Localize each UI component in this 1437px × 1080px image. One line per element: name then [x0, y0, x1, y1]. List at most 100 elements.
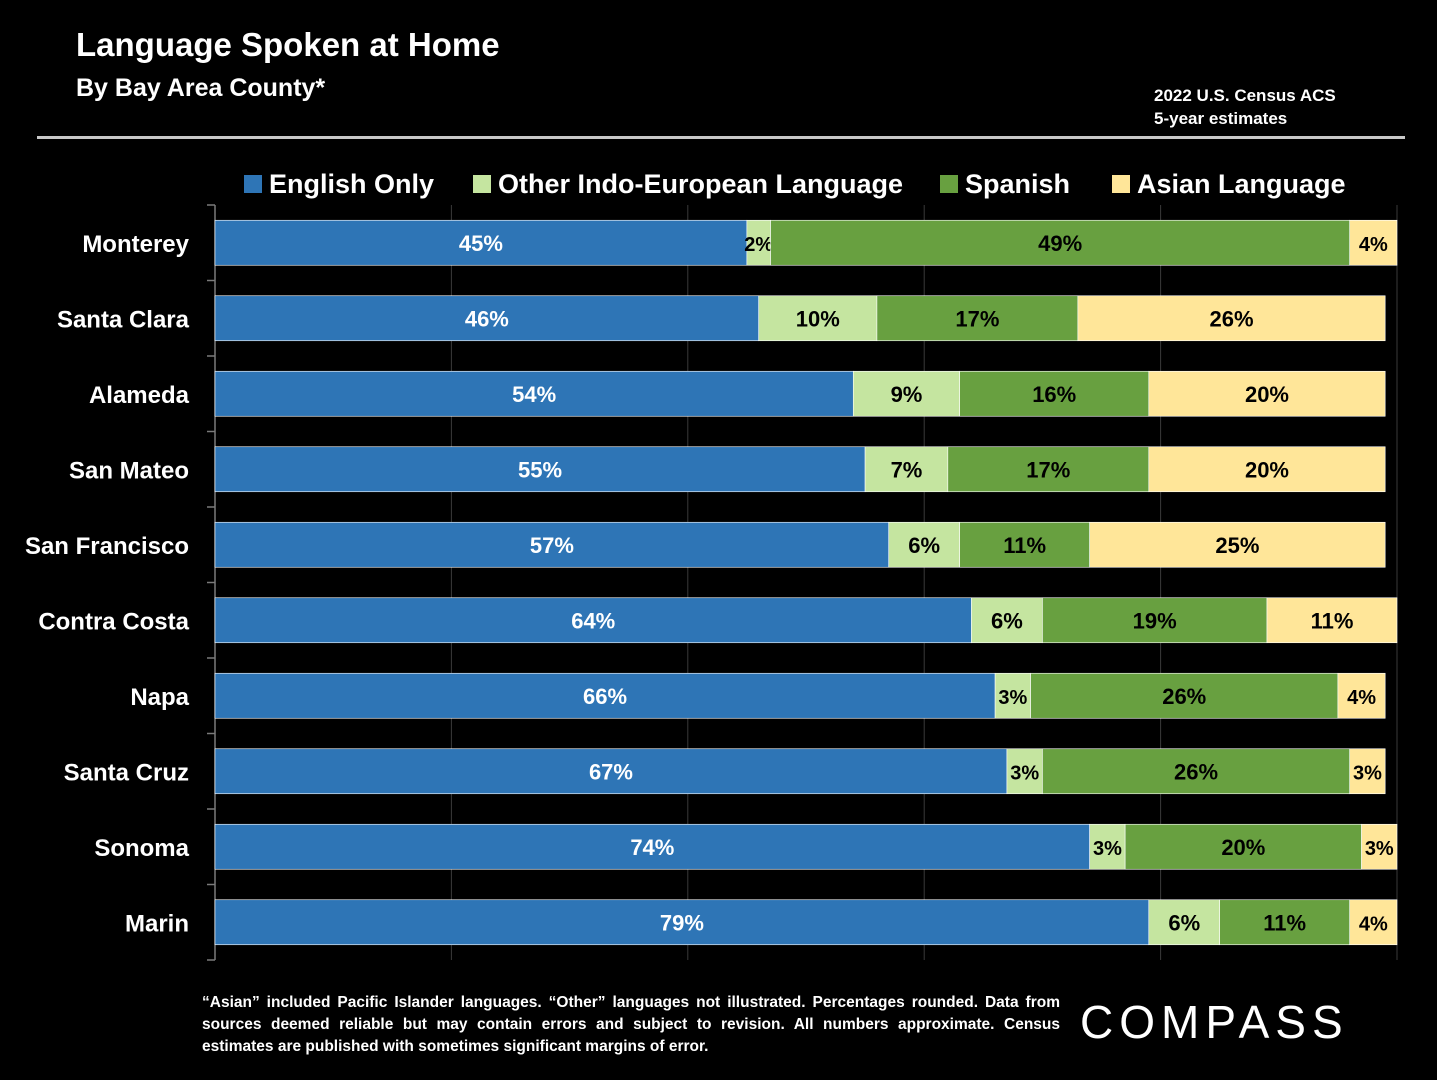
data-label: 10%: [796, 306, 840, 331]
data-label: 9%: [891, 382, 923, 407]
data-label: 3%: [1093, 838, 1122, 860]
bar-segment: [1006, 748, 1043, 795]
bar-segment: [971, 597, 1043, 644]
bar-segment: [770, 219, 1351, 266]
bar-segment: [214, 446, 866, 493]
legend-label: English Only: [269, 169, 434, 199]
bar-segment: [852, 370, 960, 417]
legend-swatch: [1112, 175, 1130, 193]
data-label: 7%: [891, 457, 923, 482]
data-label: 11%: [1003, 533, 1046, 558]
data-label: 3%: [998, 687, 1027, 709]
bar-segment: [1077, 295, 1386, 342]
data-label: 3%: [1010, 762, 1039, 784]
bar-segment: [888, 521, 960, 568]
legend-swatch: [473, 175, 491, 193]
bar-segment: [1148, 446, 1386, 493]
bar-segment: [864, 446, 949, 493]
bar-segment: [947, 446, 1150, 493]
bar-segment: [758, 295, 878, 342]
category-label: San Francisco: [25, 533, 189, 560]
bar-segment: [1124, 823, 1362, 870]
compass-logo: COMPASS: [1080, 996, 1349, 1048]
data-label: 11%: [1263, 910, 1306, 935]
category-label: Alameda: [89, 382, 190, 409]
bar-segment: [214, 219, 748, 266]
bar-segment: [1337, 672, 1386, 719]
bar-segment: [214, 597, 972, 644]
footnote: “Asian” included Pacific Islander langua…: [202, 994, 1060, 1055]
data-label: 54%: [512, 382, 556, 407]
bar-segment: [214, 672, 996, 719]
data-label: 4%: [1359, 234, 1388, 256]
bar-segment: [1266, 597, 1398, 644]
chart-subtitle: By Bay Area County*: [76, 74, 326, 102]
bar-segment: [959, 521, 1090, 568]
legend-swatch: [940, 175, 958, 193]
bar-segment: [1361, 823, 1398, 870]
category-label: San Mateo: [69, 457, 189, 484]
bar-segment: [1089, 521, 1386, 568]
source-line-1: 2022 U.S. Census ACS: [1154, 86, 1336, 105]
bar-segment: [214, 521, 890, 568]
data-label: 67%: [589, 759, 633, 784]
data-label: 64%: [571, 608, 615, 633]
legend-label: Other Indo-European Language: [498, 169, 903, 199]
category-label: Sonoma: [94, 835, 189, 862]
bar-segment: [1148, 370, 1386, 417]
bar-segment: [1042, 597, 1268, 644]
data-label: 4%: [1359, 913, 1388, 935]
data-label: 74%: [630, 835, 674, 860]
bar-segment: [1030, 672, 1339, 719]
source-line-2: 5-year estimates: [1154, 109, 1288, 128]
data-label: 3%: [1365, 838, 1394, 860]
data-label: 6%: [991, 608, 1023, 633]
data-label: 16%: [1032, 382, 1076, 407]
category-label: Marin: [125, 910, 189, 937]
stacked-bar-chart: English Only Other Indo-European Language…: [25, 169, 1398, 961]
data-label: 20%: [1245, 457, 1289, 482]
bar-segment: [1089, 823, 1126, 870]
data-label: 6%: [908, 533, 940, 558]
data-label: 26%: [1162, 684, 1206, 709]
data-label: 17%: [955, 306, 999, 331]
legend-swatch: [244, 175, 262, 193]
chart-title: Language Spoken at Home: [76, 26, 500, 63]
data-label: 79%: [660, 910, 704, 935]
bar-segment: [214, 899, 1150, 946]
bar-segment: [1219, 899, 1351, 946]
data-label: 26%: [1209, 306, 1253, 331]
bar-segment: [1349, 899, 1398, 946]
data-label: 3%: [1353, 762, 1382, 784]
header-divider: [37, 136, 1405, 139]
bar-segment: [1148, 899, 1221, 946]
data-label: 20%: [1221, 835, 1265, 860]
data-label: 4%: [1347, 687, 1376, 709]
bar-segment: [1349, 748, 1386, 795]
data-label: 25%: [1215, 533, 1259, 558]
data-label: 45%: [459, 231, 503, 256]
data-label: 6%: [1168, 910, 1200, 935]
data-label: 20%: [1245, 382, 1289, 407]
data-label: 19%: [1133, 608, 1177, 633]
data-label: 55%: [518, 457, 562, 482]
bar-segment: [214, 823, 1090, 870]
bar-segment: [1349, 219, 1398, 266]
data-label: 11%: [1311, 608, 1354, 633]
bar-segment: [876, 295, 1079, 342]
category-label: Santa Clara: [57, 306, 190, 333]
data-label: 26%: [1174, 759, 1218, 784]
category-label: Monterey: [82, 231, 189, 258]
data-label: 17%: [1026, 457, 1070, 482]
data-label: 46%: [465, 306, 509, 331]
bar-segment: [959, 370, 1150, 417]
bar-segment: [214, 295, 760, 342]
legend-label: Spanish: [965, 169, 1070, 199]
data-label: 57%: [530, 533, 574, 558]
legend-label: Asian Language: [1137, 169, 1346, 199]
bar-segment: [994, 672, 1031, 719]
category-label: Contra Costa: [38, 608, 189, 635]
source-note: 2022 U.S. Census ACS 5-year estimates: [1154, 84, 1336, 130]
bar-segment: [214, 748, 1008, 795]
bar-segment: [1042, 748, 1351, 795]
